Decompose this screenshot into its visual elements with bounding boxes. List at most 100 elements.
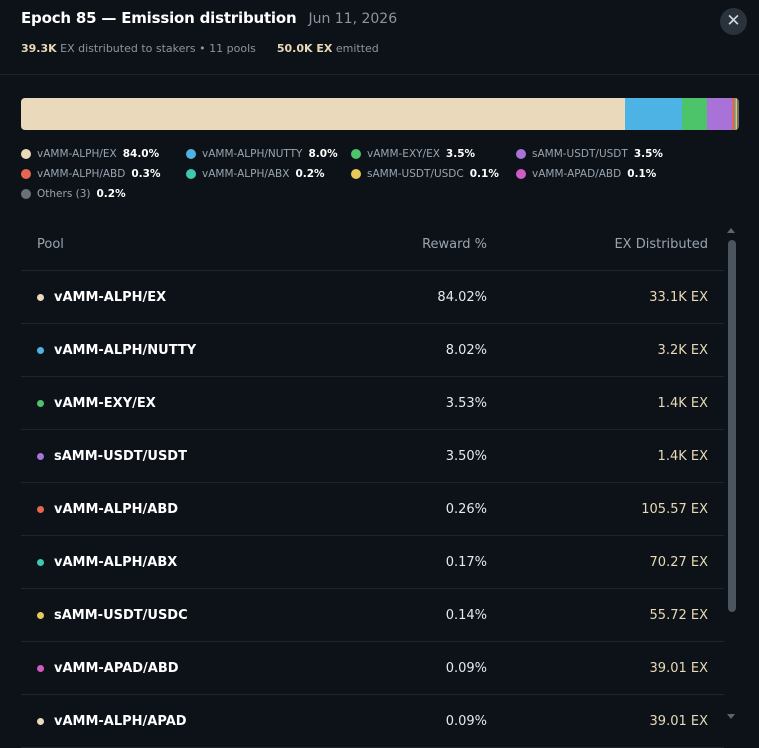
legend-percent: 3.5% [445, 148, 476, 160]
legend-dot-icon [186, 149, 196, 159]
distribution-segment[interactable] [682, 98, 708, 130]
distributed-cell: 55.72 EX [649, 607, 708, 623]
pool-cell: vAMM-ALPH/ABX [21, 555, 381, 570]
page-title: Epoch 85 — Emission distribution [21, 9, 297, 27]
distributed-text: EX distributed to stakers • 11 pools [60, 42, 256, 55]
legend-label: sAMM-USDT/USDC [367, 168, 464, 180]
summary-line: 39.3K EX distributed to stakers • 11 poo… [21, 42, 379, 55]
legend-dot-icon [186, 169, 196, 179]
pool-dot-icon [37, 452, 44, 460]
table-row[interactable]: vAMM-EXY/EX 3.53% 1.4K EX [21, 377, 724, 430]
distribution-segment[interactable] [21, 98, 625, 130]
table-row[interactable]: vAMM-ALPH/ABX 0.17% 70.27 EX [21, 536, 724, 589]
legend-item: vAMM-ALPH/NUTTY 8.0% [186, 148, 351, 160]
distributed-cell: 1.4K EX [657, 448, 708, 464]
distributed-cell: 1.4K EX [657, 395, 708, 411]
pool-cell: vAMM-ALPH/EX [21, 290, 381, 305]
close-icon: ✕ [726, 11, 741, 31]
pool-name: vAMM-ALPH/EX [54, 289, 167, 305]
table-scrollbar[interactable] [727, 228, 737, 728]
legend-item: vAMM-ALPH/EX 84.0% [21, 148, 186, 160]
distribution-segment[interactable] [734, 98, 737, 130]
pool-dot-icon [37, 717, 44, 725]
pool-cell: vAMM-ALPH/NUTTY [21, 343, 381, 358]
pool-cell: sAMM-USDT/USDC [21, 608, 381, 623]
table-header: Pool Reward % EX Distributed [21, 218, 724, 271]
legend-item: vAMM-ALPH/ABX 0.2% [186, 168, 351, 180]
reward-cell: 3.50% [445, 448, 487, 464]
distribution-segment[interactable] [732, 98, 735, 130]
distributed-cell: 105.57 EX [641, 501, 708, 517]
legend-percent: 0.1% [469, 168, 499, 180]
distributed-cell: 39.01 EX [649, 660, 708, 676]
pool-dot-icon [37, 558, 44, 566]
distributed-cell: 70.27 EX [649, 554, 708, 570]
reward-cell: 8.02% [445, 342, 487, 358]
pool-table: Pool Reward % EX Distributed vAMM-ALPH/E… [21, 218, 724, 748]
scrollbar-thumb[interactable] [728, 240, 736, 612]
column-header-pool[interactable]: Pool [37, 236, 64, 252]
scroll-down-icon[interactable] [727, 714, 735, 719]
pool-name: vAMM-ALPH/APAD [54, 713, 187, 729]
legend-item: Others (3) 0.2% [21, 188, 186, 200]
legend-row: vAMM-ALPH/ABD 0.3% vAMM-ALPH/ABX 0.2% sAMM-U… [21, 164, 741, 184]
pool-cell: vAMM-APAD/ABD [21, 661, 381, 676]
legend-percent: 0.3% [131, 168, 161, 180]
distributed-cell: 33.1K EX [649, 289, 708, 305]
table-row[interactable]: sAMM-USDT/USDC 0.14% 55.72 EX [21, 589, 724, 642]
table-row[interactable]: vAMM-ALPH/APAD 0.09% 39.01 EX [21, 695, 724, 748]
legend-item: sAMM-USDT/USDT 3.5% [516, 148, 681, 160]
pool-name: vAMM-ALPH/NUTTY [54, 342, 197, 358]
pool-dot-icon [37, 399, 44, 407]
table-row[interactable]: vAMM-ALPH/ABD 0.26% 105.57 EX [21, 483, 724, 536]
reward-cell: 3.53% [445, 395, 487, 411]
table-row[interactable]: sAMM-USDT/USDT 3.50% 1.4K EX [21, 430, 724, 483]
pool-name: vAMM-APAD/ABD [54, 660, 179, 676]
distributed-amount: 39.3K [21, 42, 57, 55]
reward-cell: 84.02% [437, 289, 487, 305]
pool-name: sAMM-USDT/USDT [54, 448, 187, 464]
scroll-up-icon[interactable] [727, 228, 735, 233]
legend-label: vAMM-ALPH/ABX [202, 168, 290, 180]
legend-item: vAMM-APAD/ABD 0.1% [516, 168, 681, 180]
legend-label: vAMM-ALPH/NUTTY [202, 148, 303, 160]
distribution-segment[interactable] [736, 98, 737, 130]
legend-label: vAMM-APAD/ABD [532, 168, 622, 180]
legend-dot-icon [351, 169, 361, 179]
distribution-segment[interactable] [707, 98, 733, 130]
column-header-distributed[interactable]: EX Distributed [614, 236, 708, 252]
distribution-bar [21, 98, 739, 130]
emitted-text: emitted [335, 42, 379, 55]
legend-percent: 0.2% [295, 168, 325, 180]
table-row[interactable]: vAMM-APAD/ABD 0.09% 39.01 EX [21, 642, 724, 695]
pool-name: vAMM-ALPH/ABD [54, 501, 179, 517]
distribution-segment[interactable] [737, 98, 739, 130]
pool-cell: vAMM-ALPH/APAD [21, 714, 381, 729]
pool-dot-icon [37, 505, 44, 513]
distribution-legend: vAMM-ALPH/EX 84.0% vAMM-ALPH/NUTTY 8.0% vAMM… [21, 144, 741, 204]
pool-cell: sAMM-USDT/USDT [21, 449, 381, 464]
close-button[interactable]: ✕ [720, 8, 747, 35]
legend-percent: 8.0% [308, 148, 338, 160]
table-body: vAMM-ALPH/EX 84.02% 33.1K EX vAMM-ALPH/NUTT… [21, 271, 724, 748]
column-header-reward[interactable]: Reward % [422, 236, 487, 252]
pool-name: vAMM-ALPH/ABX [54, 554, 178, 570]
legend-label: vAMM-ALPH/EX [37, 148, 117, 160]
distribution-segment[interactable] [624, 98, 683, 130]
table-row[interactable]: vAMM-ALPH/EX 84.02% 33.1K EX [21, 271, 724, 324]
legend-label: vAMM-ALPH/ABD [37, 168, 126, 180]
pool-dot-icon [37, 293, 44, 301]
legend-label: sAMM-USDT/USDT [532, 148, 628, 160]
legend-row: Others (3) 0.2% [21, 184, 741, 204]
distribution-segment[interactable] [736, 98, 738, 130]
pool-dot-icon [37, 664, 44, 672]
reward-cell: 0.09% [445, 713, 487, 729]
table-row[interactable]: vAMM-ALPH/NUTTY 8.02% 3.2K EX [21, 324, 724, 377]
legend-dot-icon [21, 189, 31, 199]
title-row: Epoch 85 — Emission distribution Jun 11,… [21, 9, 397, 27]
legend-dot-icon [21, 149, 31, 159]
legend-percent: 3.5% [633, 148, 663, 160]
legend-dot-icon [516, 149, 526, 159]
legend-label: Others (3) [37, 188, 91, 200]
legend-item: vAMM-ALPH/ABD 0.3% [21, 168, 186, 180]
